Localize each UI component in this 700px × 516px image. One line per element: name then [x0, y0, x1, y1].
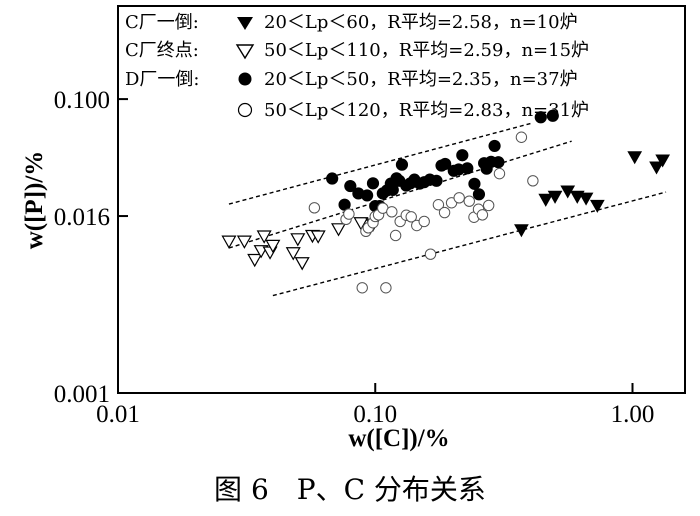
d-first-point [534, 111, 547, 124]
d-first-point [472, 188, 486, 201]
guide-line [272, 191, 667, 297]
legend-entry-c-first-name: C厂一倒: [125, 12, 199, 33]
d-first-point [488, 139, 501, 153]
d-first-point [439, 157, 452, 171]
d-first-point [461, 162, 474, 175]
plot-frame [117, 5, 686, 394]
d-second-point [493, 167, 506, 180]
c-end-point [221, 235, 237, 249]
c-end-point [290, 233, 306, 247]
c-first-point [578, 192, 594, 206]
d-first-point [338, 198, 351, 211]
d-second-point [308, 202, 321, 214]
d-first-point [492, 156, 505, 169]
d-second-point [380, 282, 392, 294]
c-first-point [514, 224, 529, 238]
legend-entry-d-first-condition: 20＜Lp＜50，R平均=2.35，n=37炉 [264, 69, 578, 90]
x-tick-label: 1.00 [611, 401, 655, 428]
d-second-point [515, 131, 528, 143]
d-second-point [527, 175, 539, 187]
d-second-point [418, 215, 430, 228]
legend-entry-d-first: D厂一倒: 20＜Lp＜50，R平均=2.35，n=37炉 [125, 69, 578, 90]
d-second-point [389, 229, 402, 242]
d-first-point [386, 183, 399, 197]
d-second-point [476, 209, 489, 221]
c-first-point [649, 161, 664, 175]
legend-entry-c-first-condition: 20＜Lp＜60，R平均=2.58，n=10炉 [264, 12, 578, 33]
d-second-point [482, 199, 495, 212]
c-end-point [265, 239, 281, 254]
y-tick-label: 0.016 [54, 204, 110, 231]
y-tick-label: 0.001 [54, 381, 110, 408]
d-second-point [405, 211, 417, 223]
data-points [221, 109, 671, 294]
d-second-point [438, 206, 451, 219]
d-second-point [453, 192, 465, 204]
guide-line [228, 122, 532, 205]
y-axis-label: w([P])/% [21, 151, 48, 250]
d-first-point [344, 179, 357, 193]
d-first-point [546, 109, 559, 122]
c-end-point [256, 230, 272, 244]
d-first-point [361, 189, 374, 202]
c-end-point [247, 253, 263, 268]
c-end-point [331, 223, 347, 237]
c-first-point [627, 151, 643, 165]
d-first-point [456, 149, 469, 162]
c-end-point [353, 217, 369, 231]
legend-entry-c-end-name: C厂终点: [125, 40, 199, 61]
d-first-point [395, 158, 409, 171]
d-second-point [343, 208, 355, 220]
d-first-point [430, 174, 443, 187]
guide-lines [228, 122, 667, 297]
legend-entry-d-first-name: D厂一倒: [125, 69, 200, 90]
d-second-point [424, 248, 437, 260]
legend-entry-c-first: C厂一倒: 20＜Lp＜60，R平均=2.58，n=10炉 [125, 12, 578, 33]
c-end-point [294, 257, 310, 271]
x-tick-label: 0.01 [96, 401, 140, 428]
d-first-point [468, 177, 481, 190]
c-first-point [655, 154, 671, 168]
d-first-point [326, 172, 339, 185]
guide-line [228, 140, 572, 249]
x-axis-label: w([C])/% [348, 425, 449, 452]
legend-open-circle-icon [237, 102, 253, 118]
c-end-point [285, 247, 301, 261]
d-first-point [366, 177, 380, 190]
d-second-point [386, 206, 398, 218]
legend-entry-d-second-condition: 50＜Lp＜120，R平均=2.83，n=31炉 [264, 100, 589, 121]
d-second-point [432, 199, 445, 211]
legend-entry-c-end-condition: 50＜Lp＜110，R平均=2.59，n=15炉 [264, 40, 589, 61]
c-first-point [589, 199, 605, 213]
d-second-point [463, 195, 475, 207]
legend-entry-d-second: 50＜Lp＜120，R平均=2.83，n=31炉 [237, 100, 589, 121]
legend-filled-triangle-icon [237, 17, 253, 30]
legend-filled-circle-icon [238, 72, 252, 86]
y-tick-label: 0.100 [54, 87, 110, 114]
c-end-point [236, 235, 252, 249]
axis-ticks: 0.01 0.10 1.00 0.001 0.016 0.100 [54, 87, 655, 428]
legend-entry-c-end: C厂终点: 50＜Lp＜110，R平均=2.59，n=15炉 [125, 40, 589, 61]
legend: C厂一倒: 20＜Lp＜60，R平均=2.58，n=10炉 C厂终点: 50＜L… [125, 12, 589, 121]
c-end-point [310, 230, 326, 244]
d-second-point [356, 282, 368, 294]
c-first-point [547, 190, 563, 204]
scatter-chart: 0.01 0.10 1.00 0.001 0.016 0.100 w([C])/% w([… [21, 5, 686, 452]
x-tick-label: 0.10 [353, 401, 397, 428]
legend-open-triangle-icon [235, 44, 255, 60]
figure-caption: 图 6 P、C 分布关系 [214, 473, 486, 506]
c-first-point [538, 193, 554, 207]
